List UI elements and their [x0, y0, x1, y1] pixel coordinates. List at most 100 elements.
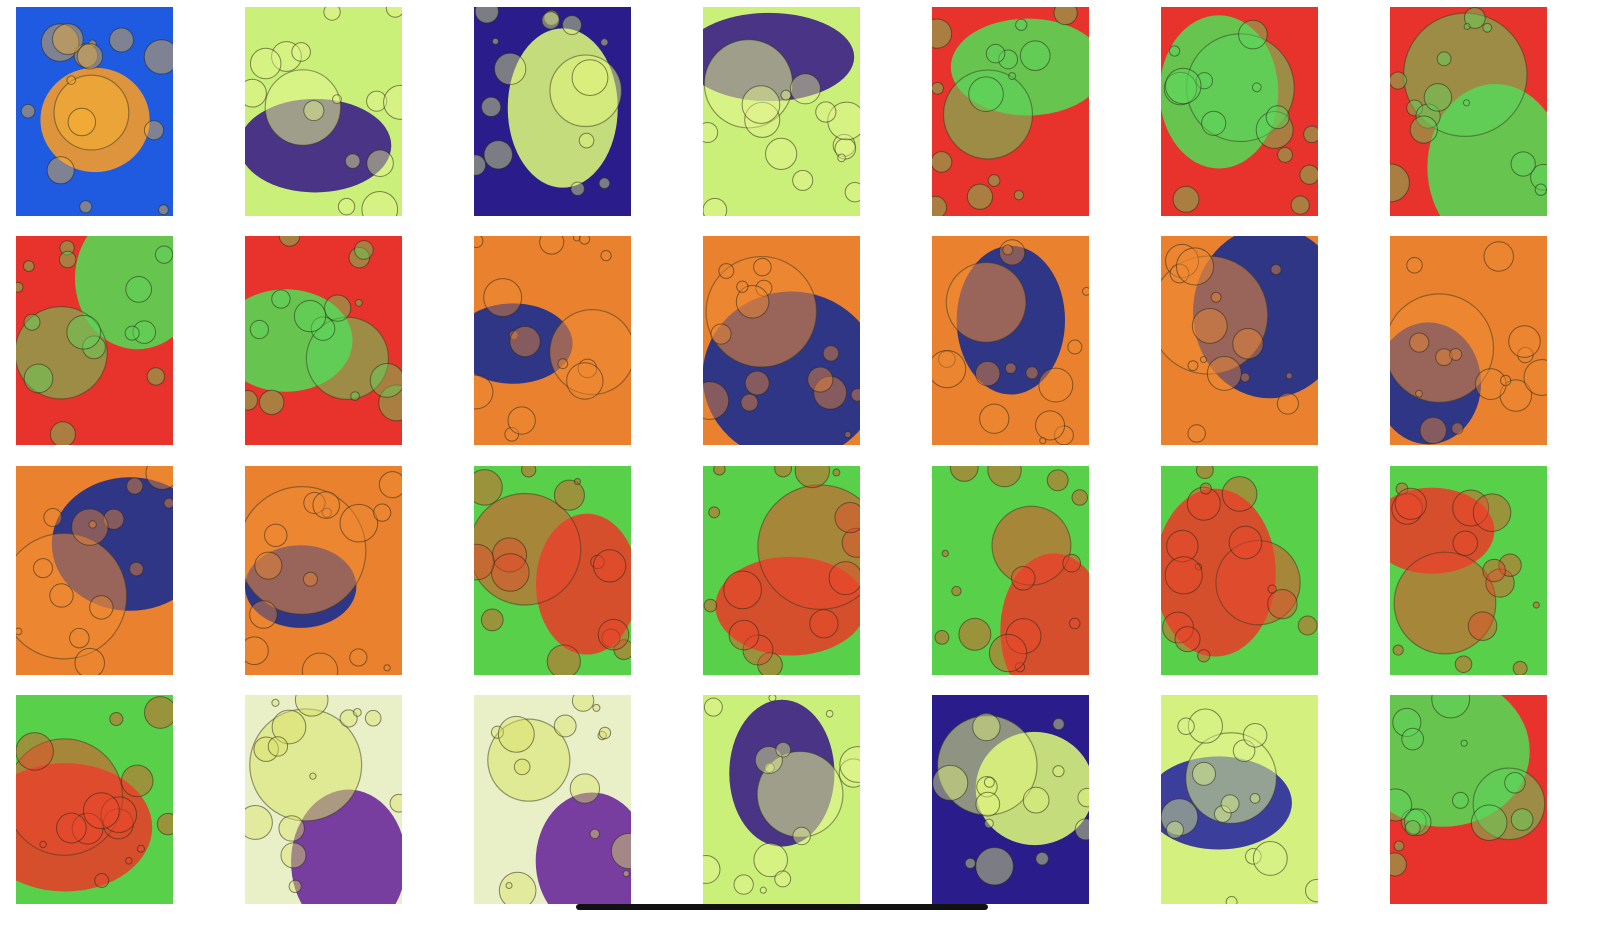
- photo-bubble: [1068, 617, 1081, 629]
- photo-bubble: [163, 497, 173, 509]
- photo-bubble: [264, 69, 342, 146]
- photo-thumbnail[interactable]: [932, 236, 1089, 446]
- photo-bubble: [1392, 644, 1404, 656]
- photo-bubble: [474, 468, 503, 506]
- photo-bubble: [1035, 851, 1049, 866]
- photo-bubble: [16, 532, 128, 660]
- photo-bubble: [759, 886, 767, 894]
- photo-bubble: [1463, 22, 1471, 30]
- photo-bubble: [154, 245, 173, 265]
- photo-thumbnail[interactable]: [16, 236, 173, 446]
- photo-bubble: [1267, 588, 1298, 619]
- photo-thumbnail[interactable]: [1390, 465, 1547, 675]
- photo-bubble: [79, 200, 93, 214]
- photo-bubble: [794, 465, 831, 488]
- photo-thumbnail[interactable]: [16, 694, 173, 904]
- photo-thumbnail[interactable]: [703, 465, 860, 675]
- photo-bubble: [293, 300, 327, 333]
- photo-thumbnail[interactable]: [1390, 694, 1547, 904]
- photo-bubble: [754, 745, 783, 774]
- photo-bubble: [46, 156, 75, 185]
- photo-bubble: [1168, 45, 1181, 57]
- photo-thumbnail[interactable]: [1161, 694, 1318, 904]
- photo-bubble: [259, 389, 285, 416]
- photo-thumbnail[interactable]: [703, 236, 860, 446]
- photo-bubble: [1472, 767, 1546, 841]
- photo-bubble: [1164, 555, 1203, 594]
- photo-thumbnail[interactable]: [932, 694, 1089, 904]
- photo-bubble: [487, 718, 571, 802]
- photo-thumbnail[interactable]: [1161, 236, 1318, 446]
- photo-bubble: [1195, 72, 1213, 90]
- photo-bubble: [354, 299, 363, 308]
- photo-bubble: [309, 772, 317, 780]
- photo-bubble: [593, 548, 627, 583]
- photo-bubble: [1206, 356, 1242, 392]
- photo-bubble: [740, 393, 759, 412]
- photo-bubble: [136, 844, 146, 853]
- photo-thumbnail[interactable]: [1161, 465, 1318, 675]
- photo-bubble: [557, 358, 569, 370]
- photo-bubble: [934, 629, 950, 645]
- photo-bubble: [937, 714, 1038, 816]
- photo-bubble: [1467, 610, 1498, 641]
- photo-bubble: [1303, 125, 1318, 144]
- photo-bubble: [352, 707, 362, 717]
- photo-bubble: [69, 627, 90, 648]
- photo-bubble: [600, 250, 612, 262]
- photo-bubble: [984, 818, 994, 829]
- photo-bubble: [549, 54, 623, 128]
- photo-bubble: [1499, 379, 1533, 413]
- photo-bubble: [1187, 360, 1199, 372]
- photo-bubble: [1008, 72, 1017, 81]
- photo-bubble: [129, 561, 144, 576]
- photo-bubble: [945, 262, 1027, 344]
- photo-thumbnail[interactable]: [245, 694, 402, 904]
- photo-bubble: [474, 374, 494, 410]
- photo-bubble: [1277, 147, 1293, 163]
- photo-bubble: [254, 551, 283, 580]
- photo-bubble: [932, 151, 953, 173]
- photo-bubble: [498, 871, 537, 904]
- photo-bubble: [601, 628, 621, 648]
- photo-thumbnail[interactable]: [474, 694, 631, 904]
- photo-thumbnail[interactable]: [474, 7, 631, 216]
- photo-thumbnail[interactable]: [932, 465, 1089, 675]
- photo-bubble: [1038, 367, 1074, 403]
- photo-bubble: [1197, 648, 1211, 662]
- photo-bubble: [278, 815, 305, 842]
- photo-thumbnail[interactable]: [703, 694, 860, 904]
- photo-bubble: [249, 47, 282, 80]
- photo-thumbnail[interactable]: [16, 7, 173, 216]
- photo-thumbnail[interactable]: [703, 7, 860, 216]
- photo-bubble: [94, 872, 110, 888]
- photo-thumbnail[interactable]: [474, 236, 631, 446]
- photo-bubble: [1267, 584, 1277, 594]
- photo-bubble: [1472, 493, 1512, 532]
- photo-thumbnail[interactable]: [16, 465, 173, 675]
- photo-thumbnail[interactable]: [932, 7, 1089, 216]
- photo-thumbnail[interactable]: [1390, 7, 1547, 216]
- photo-bubble: [125, 276, 153, 304]
- photo-bubble: [570, 181, 585, 196]
- photo-bubble: [753, 842, 788, 878]
- photo-bubble: [571, 59, 609, 96]
- photo-bubble: [610, 832, 631, 869]
- photo-bubble: [1195, 465, 1214, 479]
- photo-bubble: [337, 197, 356, 216]
- photo-bubble: [1409, 332, 1430, 353]
- photo-bubble: [1163, 71, 1198, 106]
- photo-thumbnail[interactable]: [474, 465, 631, 675]
- photo-thumbnail[interactable]: [1161, 7, 1318, 216]
- photo-bubble: [1463, 7, 1486, 29]
- photo-bubble: [332, 94, 342, 105]
- photo-thumbnail[interactable]: [245, 236, 402, 446]
- photo-thumbnail[interactable]: [1390, 236, 1547, 446]
- photo-bubble: [1431, 694, 1471, 719]
- photo-bubble: [321, 507, 332, 518]
- photo-thumbnail[interactable]: [245, 7, 402, 216]
- photo-bubble: [1270, 264, 1282, 276]
- photo-bubble: [792, 826, 811, 846]
- photo-blob: [535, 792, 631, 904]
- photo-thumbnail[interactable]: [245, 465, 402, 675]
